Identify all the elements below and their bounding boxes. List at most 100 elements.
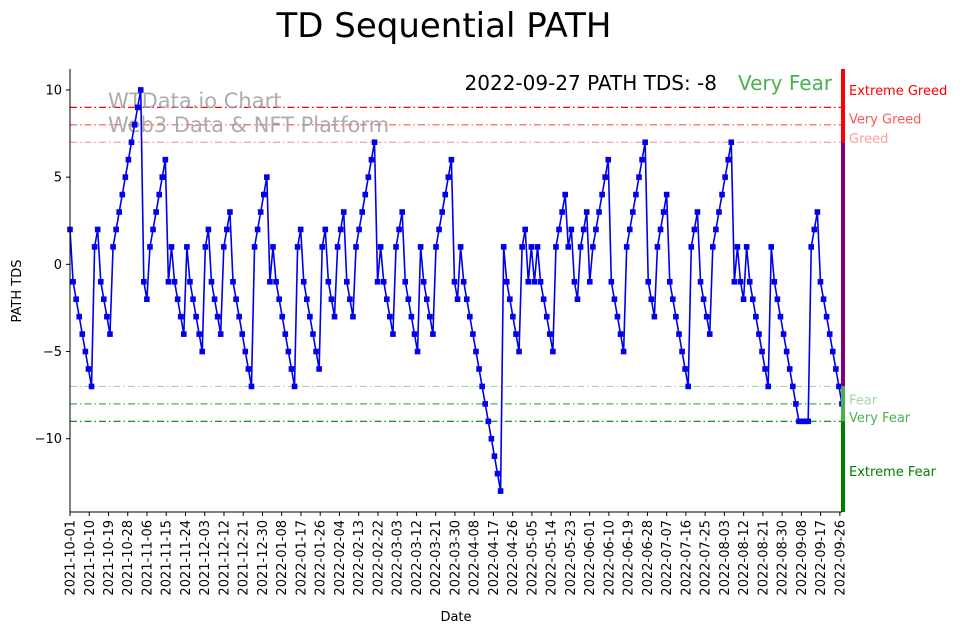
x-tick-label: 2022-05-14 xyxy=(545,520,560,596)
watermark: WTData.io Chart Web3 Data & NFT Platform xyxy=(108,89,389,137)
data-point xyxy=(137,87,144,93)
data-point xyxy=(470,331,476,337)
data-point xyxy=(128,139,135,146)
data-point xyxy=(282,331,289,337)
data-point xyxy=(568,226,575,233)
x-tick-label: 2022-09-17 xyxy=(814,520,829,596)
data-point xyxy=(402,278,409,285)
data-point xyxy=(260,191,267,198)
data-point xyxy=(476,366,482,372)
data-point xyxy=(365,174,372,180)
data-point xyxy=(208,278,215,285)
data-point xyxy=(387,313,393,320)
x-tick-label: 2022-05-05 xyxy=(525,520,540,596)
x-tick-label: 2022-02-22 xyxy=(371,520,386,596)
data-point xyxy=(817,278,824,285)
data-point xyxy=(436,226,442,233)
data-point xyxy=(679,348,685,355)
data-point xyxy=(233,296,239,303)
data-point xyxy=(510,313,516,320)
data-point xyxy=(430,331,436,337)
x-tick-label: 2022-09-26 xyxy=(833,520,848,596)
data-point xyxy=(156,191,162,198)
data-point xyxy=(682,366,688,372)
data-point xyxy=(491,453,498,459)
data-point xyxy=(73,296,79,303)
x-tick-label: 2022-02-04 xyxy=(333,520,348,596)
data-point xyxy=(543,313,550,320)
data-point xyxy=(783,348,790,355)
x-tick-label: 2022-01-17 xyxy=(294,520,309,596)
data-point xyxy=(577,244,584,250)
data-point xyxy=(593,226,599,233)
x-tick-label: 2021-10-28 xyxy=(121,520,136,596)
data-point xyxy=(300,278,307,285)
data-point xyxy=(829,348,836,355)
x-tick-label: 2021-11-06 xyxy=(140,520,155,596)
data-point xyxy=(765,383,771,390)
data-point xyxy=(473,348,479,355)
data-point xyxy=(750,296,756,303)
data-point xyxy=(811,226,818,233)
data-point xyxy=(759,348,765,355)
data-point xyxy=(230,278,236,285)
data-point xyxy=(734,244,741,250)
x-tick-label: 2022-05-23 xyxy=(564,520,579,596)
watermark-line-1: WTData.io Chart xyxy=(108,89,281,113)
data-point xyxy=(104,313,110,320)
data-point xyxy=(414,348,421,355)
data-point xyxy=(482,401,489,407)
data-point xyxy=(162,156,169,163)
data-point xyxy=(334,244,341,250)
data-point xyxy=(97,278,104,285)
data-point xyxy=(150,226,156,233)
data-point xyxy=(91,244,98,250)
threshold-label-5: Very Fear xyxy=(849,411,911,426)
data-point xyxy=(457,244,464,250)
data-point xyxy=(116,209,123,215)
data-point xyxy=(141,278,147,285)
data-point xyxy=(540,296,547,303)
x-tick-label: 2021-11-15 xyxy=(160,520,175,596)
data-point xyxy=(254,226,261,233)
series-layer xyxy=(67,87,845,494)
x-tick-label: 2021-10-10 xyxy=(83,520,98,596)
data-point xyxy=(267,278,273,285)
data-point xyxy=(663,191,670,198)
x-tick-label: 2021-12-03 xyxy=(198,520,213,596)
y-tick-label: 0 xyxy=(54,258,62,273)
data-point xyxy=(396,226,402,233)
x-tick-label: 2022-03-30 xyxy=(448,520,463,596)
data-point xyxy=(264,174,270,180)
data-point xyxy=(670,296,676,303)
x-tick-label: 2022-08-12 xyxy=(737,520,752,596)
x-tick-label: 2022-01-08 xyxy=(275,520,290,596)
data-point xyxy=(586,278,593,285)
data-point xyxy=(359,209,365,215)
x-tick-label: 2022-06-10 xyxy=(602,520,617,596)
data-point xyxy=(580,226,587,233)
data-point xyxy=(384,296,390,303)
data-point xyxy=(187,278,193,285)
data-point xyxy=(710,244,716,250)
data-point xyxy=(405,296,412,303)
data-point xyxy=(374,278,381,285)
data-point xyxy=(636,174,642,180)
data-point xyxy=(793,401,799,407)
data-point xyxy=(417,244,424,250)
data-point xyxy=(725,156,731,163)
x-tick-label: 2022-06-28 xyxy=(641,520,656,596)
x-tick-label: 2021-12-12 xyxy=(217,520,232,596)
data-point xyxy=(205,226,212,233)
x-tick-label: 2021-12-21 xyxy=(237,520,252,596)
data-point xyxy=(820,296,827,303)
data-point xyxy=(159,174,166,180)
x-axis-label: Date xyxy=(440,610,471,625)
data-point xyxy=(85,366,92,372)
data-point xyxy=(165,278,172,285)
data-point xyxy=(507,296,513,303)
data-point xyxy=(101,296,107,303)
data-point xyxy=(479,383,485,390)
data-point xyxy=(562,191,568,198)
